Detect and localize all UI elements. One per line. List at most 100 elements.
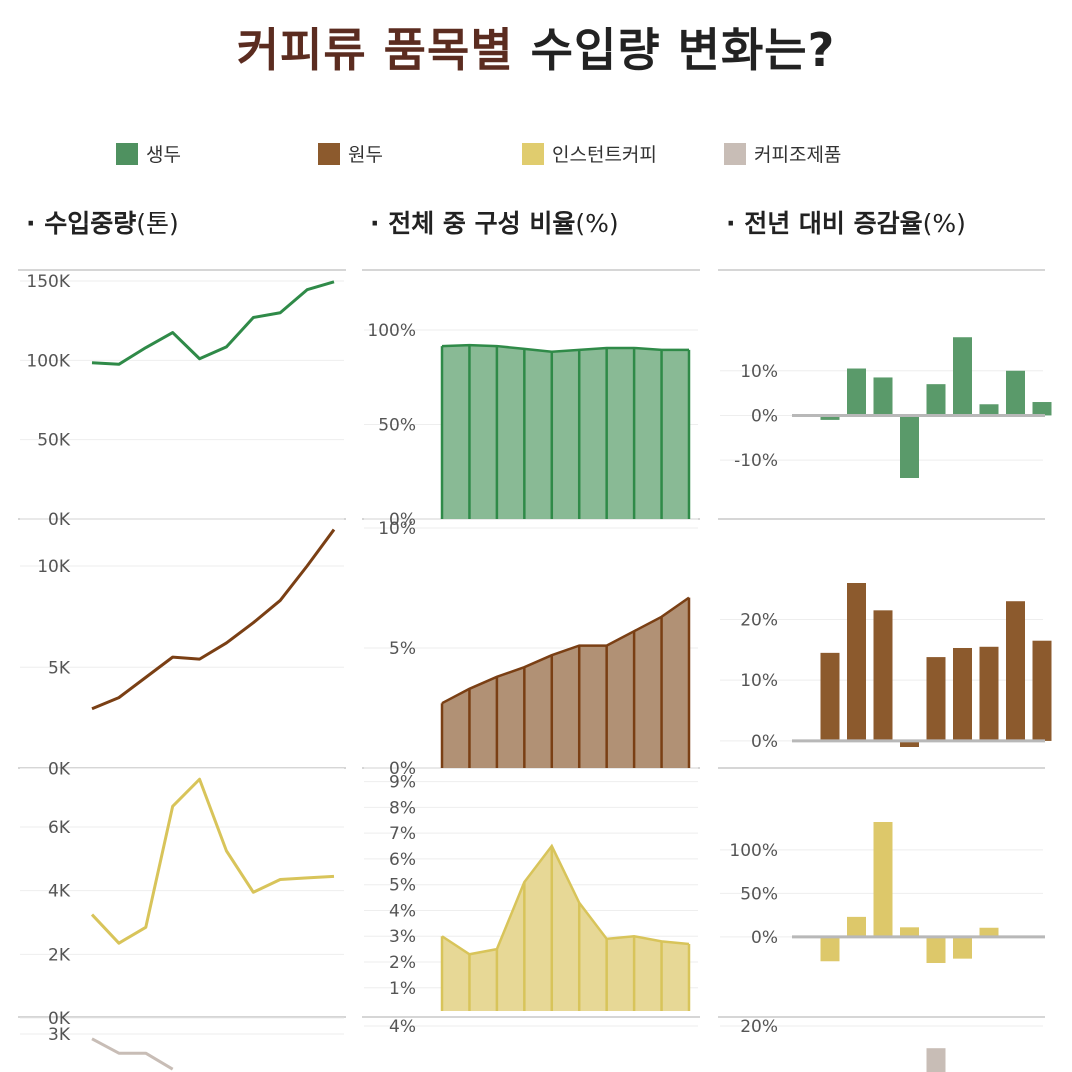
tick-label: 20% <box>740 610 778 630</box>
bar <box>900 415 919 478</box>
tick-label: 50K <box>37 431 71 451</box>
page-title: 커피류 품목별 수입량 변화는? <box>0 14 1072 80</box>
tick-label: 3K <box>48 1025 71 1045</box>
tick-label: 10% <box>740 362 778 382</box>
bar <box>847 916 866 937</box>
series-line <box>91 528 336 711</box>
column-unit: (%) <box>575 209 619 238</box>
tick-label: 10K <box>37 557 71 577</box>
legend-swatch <box>522 142 544 165</box>
column-header-composition: · 전체 중 구성 비율(%) <box>370 209 619 238</box>
chart-panel-bar <box>720 1025 1043 1072</box>
tick-label: 0K <box>48 510 71 530</box>
bar <box>953 647 972 741</box>
column-unit: (%) <box>922 209 966 238</box>
tick-label: 100K <box>26 351 70 371</box>
tick-label: 8% <box>389 798 416 818</box>
legend-item-instant-coffee: 인스턴트커피 <box>522 140 657 167</box>
bar <box>873 377 893 416</box>
bar <box>926 1048 946 1072</box>
legend-swatch <box>724 142 746 165</box>
column-header-import-weight: · 수입중량(톤) <box>26 209 179 238</box>
chart-panel-line <box>20 280 344 520</box>
tick-label: 0% <box>751 928 778 948</box>
legend-item-roasted-beans: 원두 <box>318 140 383 167</box>
legend-label: 생두 <box>146 144 181 166</box>
tick-label: 0K <box>48 1009 71 1029</box>
column-title: 전년 대비 증감율 <box>744 209 923 238</box>
bar <box>926 657 946 741</box>
tick-label: 4K <box>48 882 71 902</box>
tick-label: 0% <box>389 510 416 530</box>
title-rest: 수입량 변화는? <box>530 23 836 77</box>
area-outline <box>441 843 690 956</box>
chart-panel-line <box>20 777 344 1019</box>
legend-item-coffee-preparations: 커피조제품 <box>724 140 841 167</box>
tick-label: 0% <box>389 759 416 779</box>
bar <box>900 927 919 937</box>
chart-panel-bar <box>720 822 1045 963</box>
chart-panel-line <box>20 1033 344 1071</box>
series-area <box>442 597 689 768</box>
tick-label: 5K <box>48 658 71 678</box>
tick-label: 6K <box>48 818 71 838</box>
series-area <box>442 846 689 1011</box>
column-unit: (톤) <box>136 209 179 238</box>
legend-label: 인스턴트커피 <box>552 144 657 166</box>
bar <box>820 936 840 962</box>
series-line <box>90 777 335 945</box>
bar <box>979 404 999 416</box>
bar <box>1006 601 1025 741</box>
tick-label: 0% <box>751 732 778 752</box>
bar <box>847 368 866 416</box>
tick-label: 3% <box>389 927 416 947</box>
tick-label: 2% <box>389 953 416 973</box>
tick-label: 0% <box>751 406 778 426</box>
tick-label: 100% <box>729 841 778 861</box>
tick-label: 20% <box>740 1017 778 1037</box>
column-title: 전체 중 구성 비율 <box>388 209 576 238</box>
column-title: 수입중량 <box>44 209 137 238</box>
tick-label: 150K <box>26 272 70 292</box>
tick-label: 1% <box>389 979 416 999</box>
tick-label: 5% <box>389 639 416 659</box>
tick-label: 2K <box>48 945 71 965</box>
bar <box>953 936 972 959</box>
bar <box>820 415 840 420</box>
tick-label: 50% <box>740 884 778 904</box>
series-line <box>91 1037 174 1071</box>
chart-panel-area <box>364 527 698 769</box>
legend-label: 커피조제품 <box>754 144 842 166</box>
tick-label: 10% <box>378 519 416 539</box>
series-area <box>442 345 689 519</box>
legend-swatch <box>318 142 340 165</box>
column-header-yoy-change: · 전년 대비 증감율(%) <box>726 209 966 238</box>
tick-label: 50% <box>378 416 416 436</box>
bar <box>926 384 946 416</box>
bar <box>1006 370 1025 416</box>
bar <box>873 822 893 937</box>
chart-panel-bar <box>720 583 1052 747</box>
title-highlight: 커피류 품목별 <box>236 23 514 77</box>
bar <box>979 646 999 741</box>
tick-label: 7% <box>389 824 416 844</box>
chart-panel-line <box>20 528 344 769</box>
bar <box>926 936 946 963</box>
bar <box>953 337 972 416</box>
chart-panel-area <box>364 329 698 520</box>
legend-swatch <box>116 142 138 165</box>
tick-label: 9% <box>389 773 416 793</box>
bar <box>1032 402 1052 416</box>
tick-label: 10% <box>740 671 778 691</box>
chart-panel-area <box>364 781 698 1011</box>
bar <box>979 927 999 937</box>
bar <box>820 652 840 741</box>
area-outline <box>441 596 690 705</box>
bar <box>847 583 866 741</box>
bar <box>1032 640 1052 741</box>
chart-panel-bar <box>720 337 1052 478</box>
area-outline <box>441 343 689 353</box>
tick-label: 100% <box>367 321 416 341</box>
tick-label: 6% <box>389 850 416 870</box>
